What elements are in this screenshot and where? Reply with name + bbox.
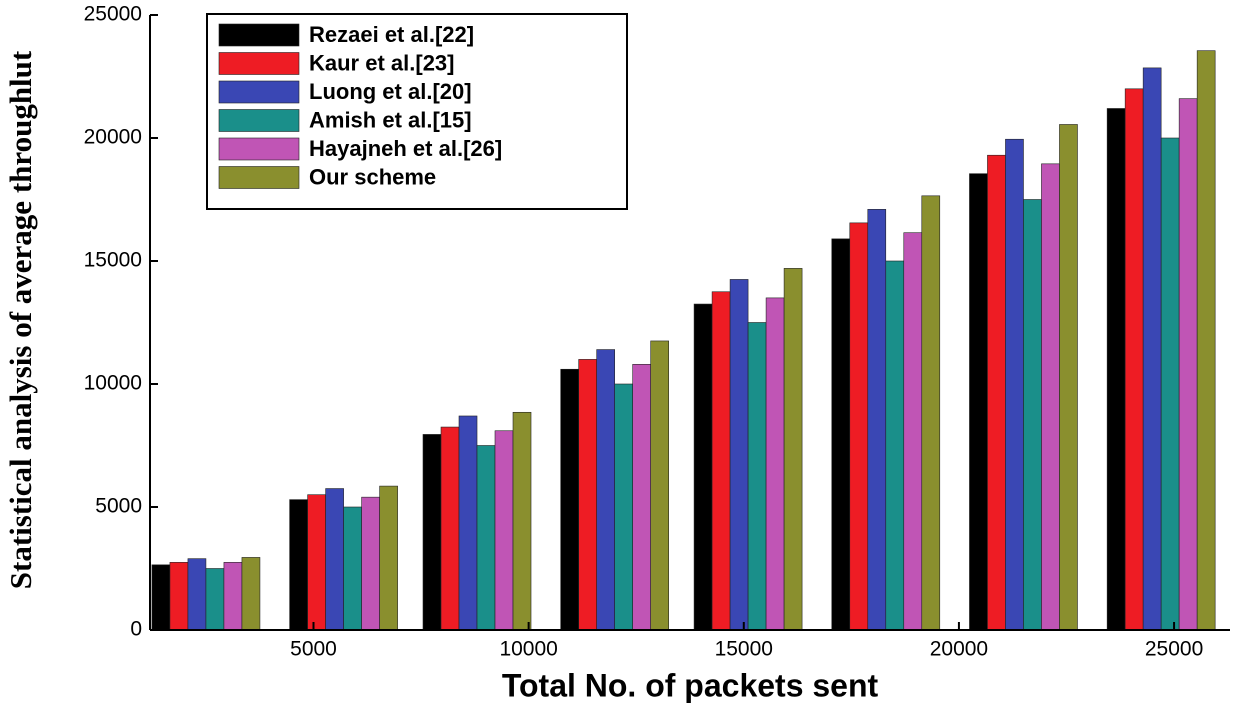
bar [867, 209, 887, 631]
bar [578, 359, 598, 631]
y-axis-label: Statistical analysis of average throughl… [3, 50, 38, 589]
bar [1059, 124, 1078, 631]
legend-swatch [218, 109, 300, 132]
bar [903, 232, 923, 631]
bar [476, 445, 496, 631]
legend-label: Rezaei et al.[22] [309, 22, 474, 47]
bar [458, 415, 478, 631]
bar [325, 488, 344, 631]
bar [151, 564, 171, 631]
bar [205, 568, 225, 631]
bar [422, 434, 442, 631]
y-tick-label: 15000 [84, 249, 142, 272]
legend-label: Luong et al.[20] [309, 79, 472, 104]
bar [711, 291, 731, 631]
x-tick-label: 15000 [715, 638, 773, 661]
bar [1106, 108, 1126, 631]
x-tick-label: 10000 [499, 638, 557, 661]
bar [969, 173, 988, 631]
y-tick-label: 20000 [84, 126, 142, 149]
legend-swatch [218, 52, 300, 75]
y-tick-label: 0 [130, 618, 142, 641]
x-tick-label: 20000 [930, 638, 988, 661]
bar [440, 426, 460, 631]
bar [747, 322, 767, 631]
legend-swatch [218, 80, 300, 104]
bar [1124, 88, 1144, 631]
bar [596, 349, 616, 631]
bar [169, 562, 189, 631]
bar [223, 562, 243, 631]
bar [1196, 50, 1216, 631]
bar [1160, 137, 1180, 631]
bar [187, 558, 207, 631]
bar [765, 297, 785, 631]
bar [307, 494, 326, 631]
legend-swatch [218, 166, 300, 189]
bar [241, 557, 261, 631]
x-axis-label: Total No. of packets sent [502, 667, 879, 703]
legend-label: Hayajneh et al.[26] [309, 136, 502, 161]
bar [1023, 199, 1042, 631]
bar [632, 364, 652, 631]
bar [361, 496, 380, 631]
bar [1005, 138, 1024, 631]
x-tick-label: 5000 [290, 638, 337, 661]
y-tick-label: 10000 [84, 372, 142, 395]
y-tick-label: 5000 [95, 495, 142, 518]
bar [614, 383, 634, 631]
x-tick-label: 25000 [1145, 638, 1203, 661]
bar [494, 430, 514, 631]
y-tick-label: 25000 [84, 3, 142, 26]
bar [650, 340, 670, 631]
bar [729, 279, 749, 631]
bar [987, 154, 1006, 631]
bar [289, 499, 308, 631]
legend-swatch [218, 23, 300, 47]
bar [783, 268, 803, 631]
bar [885, 260, 905, 631]
bar [1041, 163, 1060, 631]
bar [379, 485, 398, 631]
bar [1178, 98, 1198, 631]
legend-label: Amish et al.[15] [309, 107, 472, 132]
bar [560, 368, 580, 631]
bar [693, 303, 713, 631]
bar [343, 506, 362, 631]
legend-label: Kaur et al.[23] [309, 50, 455, 75]
bar [921, 195, 941, 631]
bar [831, 238, 851, 631]
legend-swatch [218, 137, 300, 161]
bar [849, 222, 869, 631]
legend-label: Our scheme [309, 164, 436, 189]
bar [1142, 67, 1162, 631]
bar [512, 411, 532, 631]
